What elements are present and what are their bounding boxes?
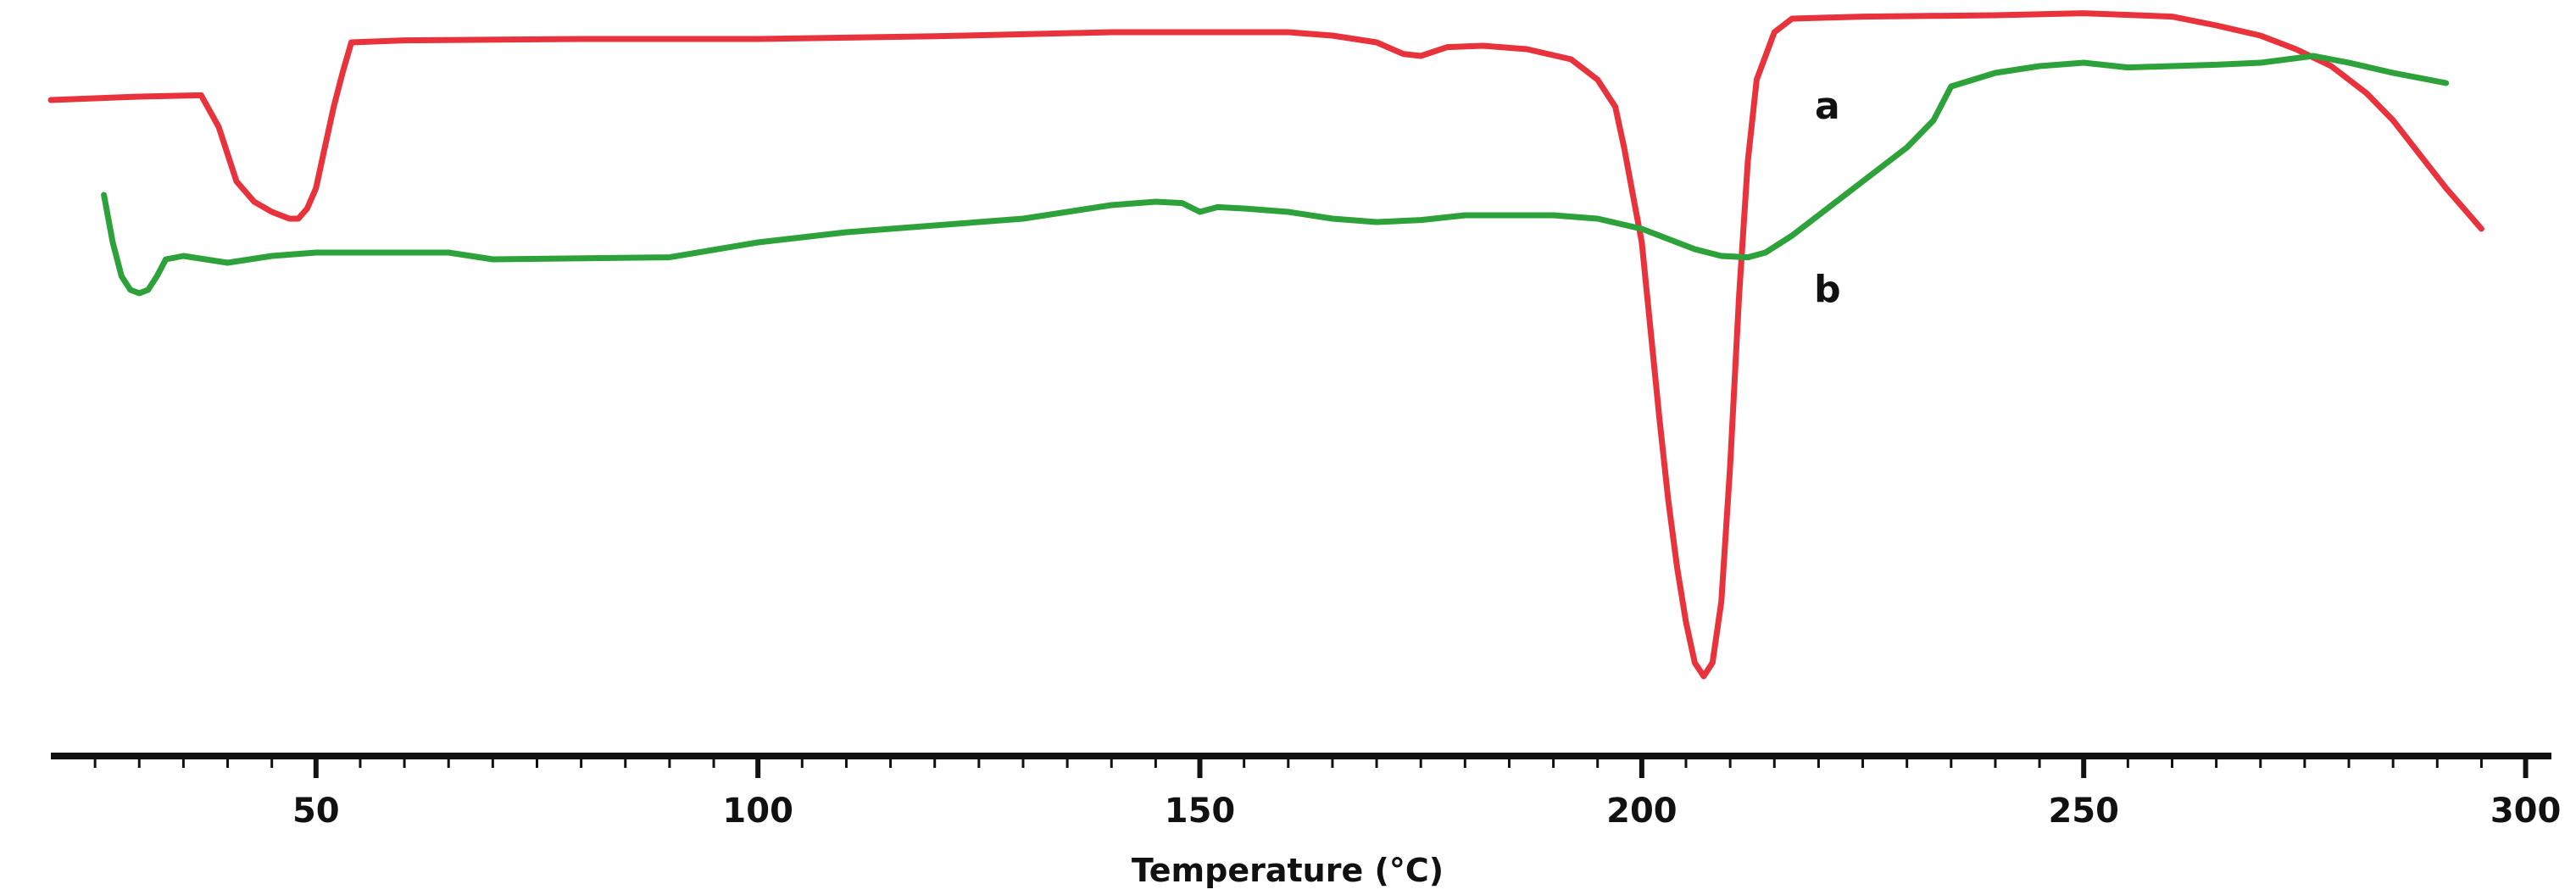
series-layer (47, 10, 2484, 680)
series-labels: ab (1814, 85, 1841, 311)
x-axis: 50 100 150 200 250 300 (51, 753, 2562, 831)
x-tick-label: 300 (2490, 792, 2562, 831)
x-axis-title: Temperature (°C) (1132, 852, 1444, 889)
x-tick-label: 250 (2048, 792, 2119, 831)
series-line-a (47, 10, 2484, 680)
x-tick-label: 50 (292, 792, 340, 831)
series-label-b: b (1814, 268, 1841, 311)
x-tick-label: 150 (1165, 792, 1236, 831)
series-line-b (101, 53, 2450, 297)
x-tick-label: 200 (1606, 792, 1677, 831)
series-label-a: a (1815, 85, 1840, 128)
x-tick-label: 100 (722, 792, 793, 831)
